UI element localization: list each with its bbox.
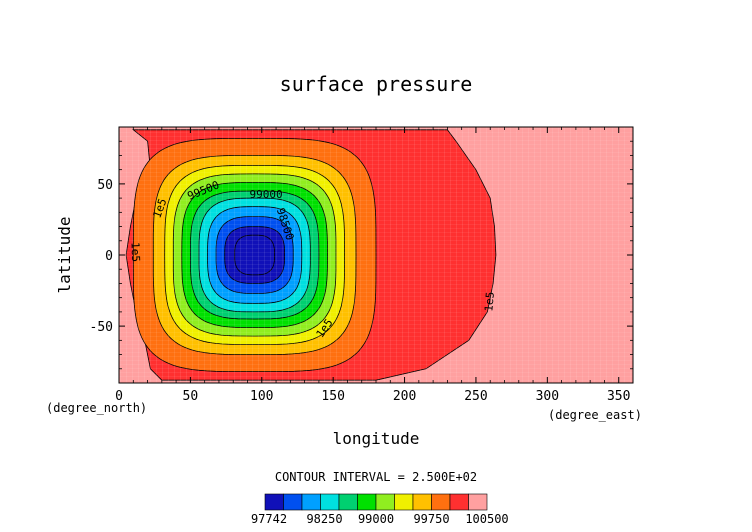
colorbar-swatch bbox=[301, 493, 321, 511]
colorbar-swatch bbox=[264, 493, 284, 511]
contour-interval-text: CONTOUR INTERVAL = 2.500E+02 bbox=[275, 470, 477, 484]
contour-label: 99000 bbox=[249, 188, 282, 201]
colorbar-swatch bbox=[375, 493, 395, 511]
x-tick-label: 100 bbox=[250, 389, 273, 404]
x-tick-label: 300 bbox=[536, 389, 559, 404]
colorbar-swatch bbox=[431, 493, 451, 511]
y-tick-label: 50 bbox=[97, 178, 113, 193]
colorbar-swatch bbox=[394, 493, 414, 511]
contour-label: 1e5 bbox=[129, 242, 143, 262]
x-tick-label: 150 bbox=[321, 389, 344, 404]
colorbar-swatch bbox=[412, 493, 432, 511]
contour-label: 1e5 bbox=[482, 291, 497, 312]
colorbar-swatch bbox=[338, 493, 358, 511]
chart-title: surface pressure bbox=[280, 72, 473, 96]
colorbar-tick-label: 99750 bbox=[413, 512, 449, 526]
colorbar-tick-label: 99000 bbox=[358, 512, 394, 526]
colorbar-swatch bbox=[449, 493, 469, 511]
y-tick-label: -50 bbox=[90, 320, 113, 335]
x-axis-label: longitude bbox=[333, 429, 420, 448]
grid-texture bbox=[119, 127, 633, 383]
colorbar-swatch bbox=[357, 493, 377, 511]
x-unit-label: (degree_east) bbox=[548, 408, 642, 422]
colorbar-tick-label: 100500 bbox=[465, 512, 508, 526]
colorbar-swatch bbox=[283, 493, 303, 511]
x-tick-label: 250 bbox=[464, 389, 487, 404]
y-unit-label: (degree_north) bbox=[46, 401, 147, 415]
contour-label: 1e5 bbox=[150, 197, 169, 220]
colorbar-tick-label: 98250 bbox=[306, 512, 342, 526]
y-tick-label: 0 bbox=[105, 249, 113, 264]
colorbar-swatch bbox=[320, 493, 340, 511]
colorbar-tick-label: 97742 bbox=[251, 512, 287, 526]
x-tick-label: 50 bbox=[183, 389, 199, 404]
x-tick-label: 0 bbox=[115, 389, 123, 404]
y-axis-label: latitude bbox=[55, 216, 74, 293]
x-tick-label: 350 bbox=[607, 389, 630, 404]
colorbar-swatch bbox=[468, 493, 488, 511]
axes: 0 50 100 150 200 250 300 350 -50 0 50 bbox=[90, 127, 633, 404]
x-tick-label: 200 bbox=[393, 389, 416, 404]
colorbar: 97742 98250 99000 99750 100500 bbox=[251, 493, 509, 526]
